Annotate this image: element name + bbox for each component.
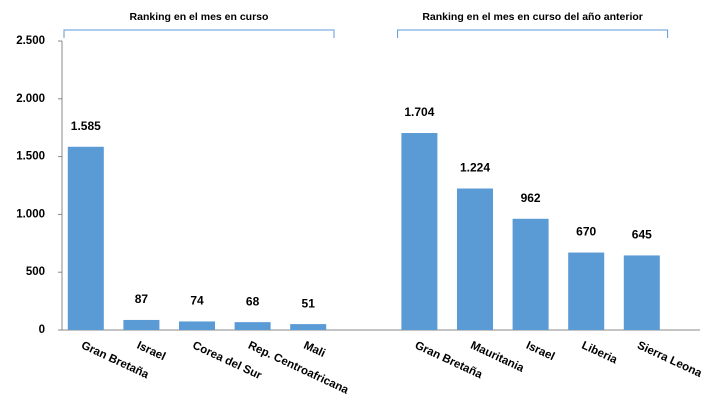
- bar: [67, 146, 104, 330]
- y-tick-label: 2.000: [16, 93, 45, 105]
- bar: [401, 133, 438, 330]
- data-label: 1.704: [404, 105, 434, 119]
- bar: [512, 218, 549, 330]
- data-label: 645: [632, 228, 652, 242]
- bar: [123, 319, 160, 330]
- x-tick-label: Israel: [135, 340, 167, 364]
- y-tick-label: 1.500: [16, 151, 45, 163]
- data-label: 962: [521, 191, 541, 205]
- x-tick-label: Rep. Centroafricana: [246, 340, 351, 397]
- bar: [179, 321, 215, 330]
- x-tick-label: Mali: [302, 340, 327, 360]
- bar: [234, 322, 271, 330]
- group-label: Ranking en el mes en curso: [130, 11, 269, 23]
- data-label: 74: [190, 294, 204, 308]
- data-label: 87: [135, 292, 149, 306]
- x-tick-label: Sierra Leona: [635, 340, 704, 381]
- x-tick-label: Israel: [524, 340, 556, 364]
- data-label: 1.585: [71, 119, 101, 133]
- y-tick-label: 0: [39, 324, 45, 336]
- bar: [290, 324, 327, 330]
- group-bracket: [63, 29, 335, 38]
- data-label: 51: [302, 296, 316, 310]
- bar: [623, 255, 660, 330]
- group-bracket: [397, 29, 669, 38]
- data-label: 670: [576, 225, 596, 239]
- data-label: 1.224: [460, 161, 490, 175]
- bar: [457, 188, 493, 330]
- group-label: Ranking en el mes en curso del año anter…: [422, 11, 643, 23]
- data-label: 68: [246, 294, 260, 308]
- y-tick-label: 1.000: [16, 208, 45, 220]
- y-tick-label: 500: [26, 266, 45, 278]
- x-tick-label: Liberia: [580, 340, 620, 367]
- y-tick-label: 2.500: [16, 35, 45, 47]
- bar: [568, 252, 605, 330]
